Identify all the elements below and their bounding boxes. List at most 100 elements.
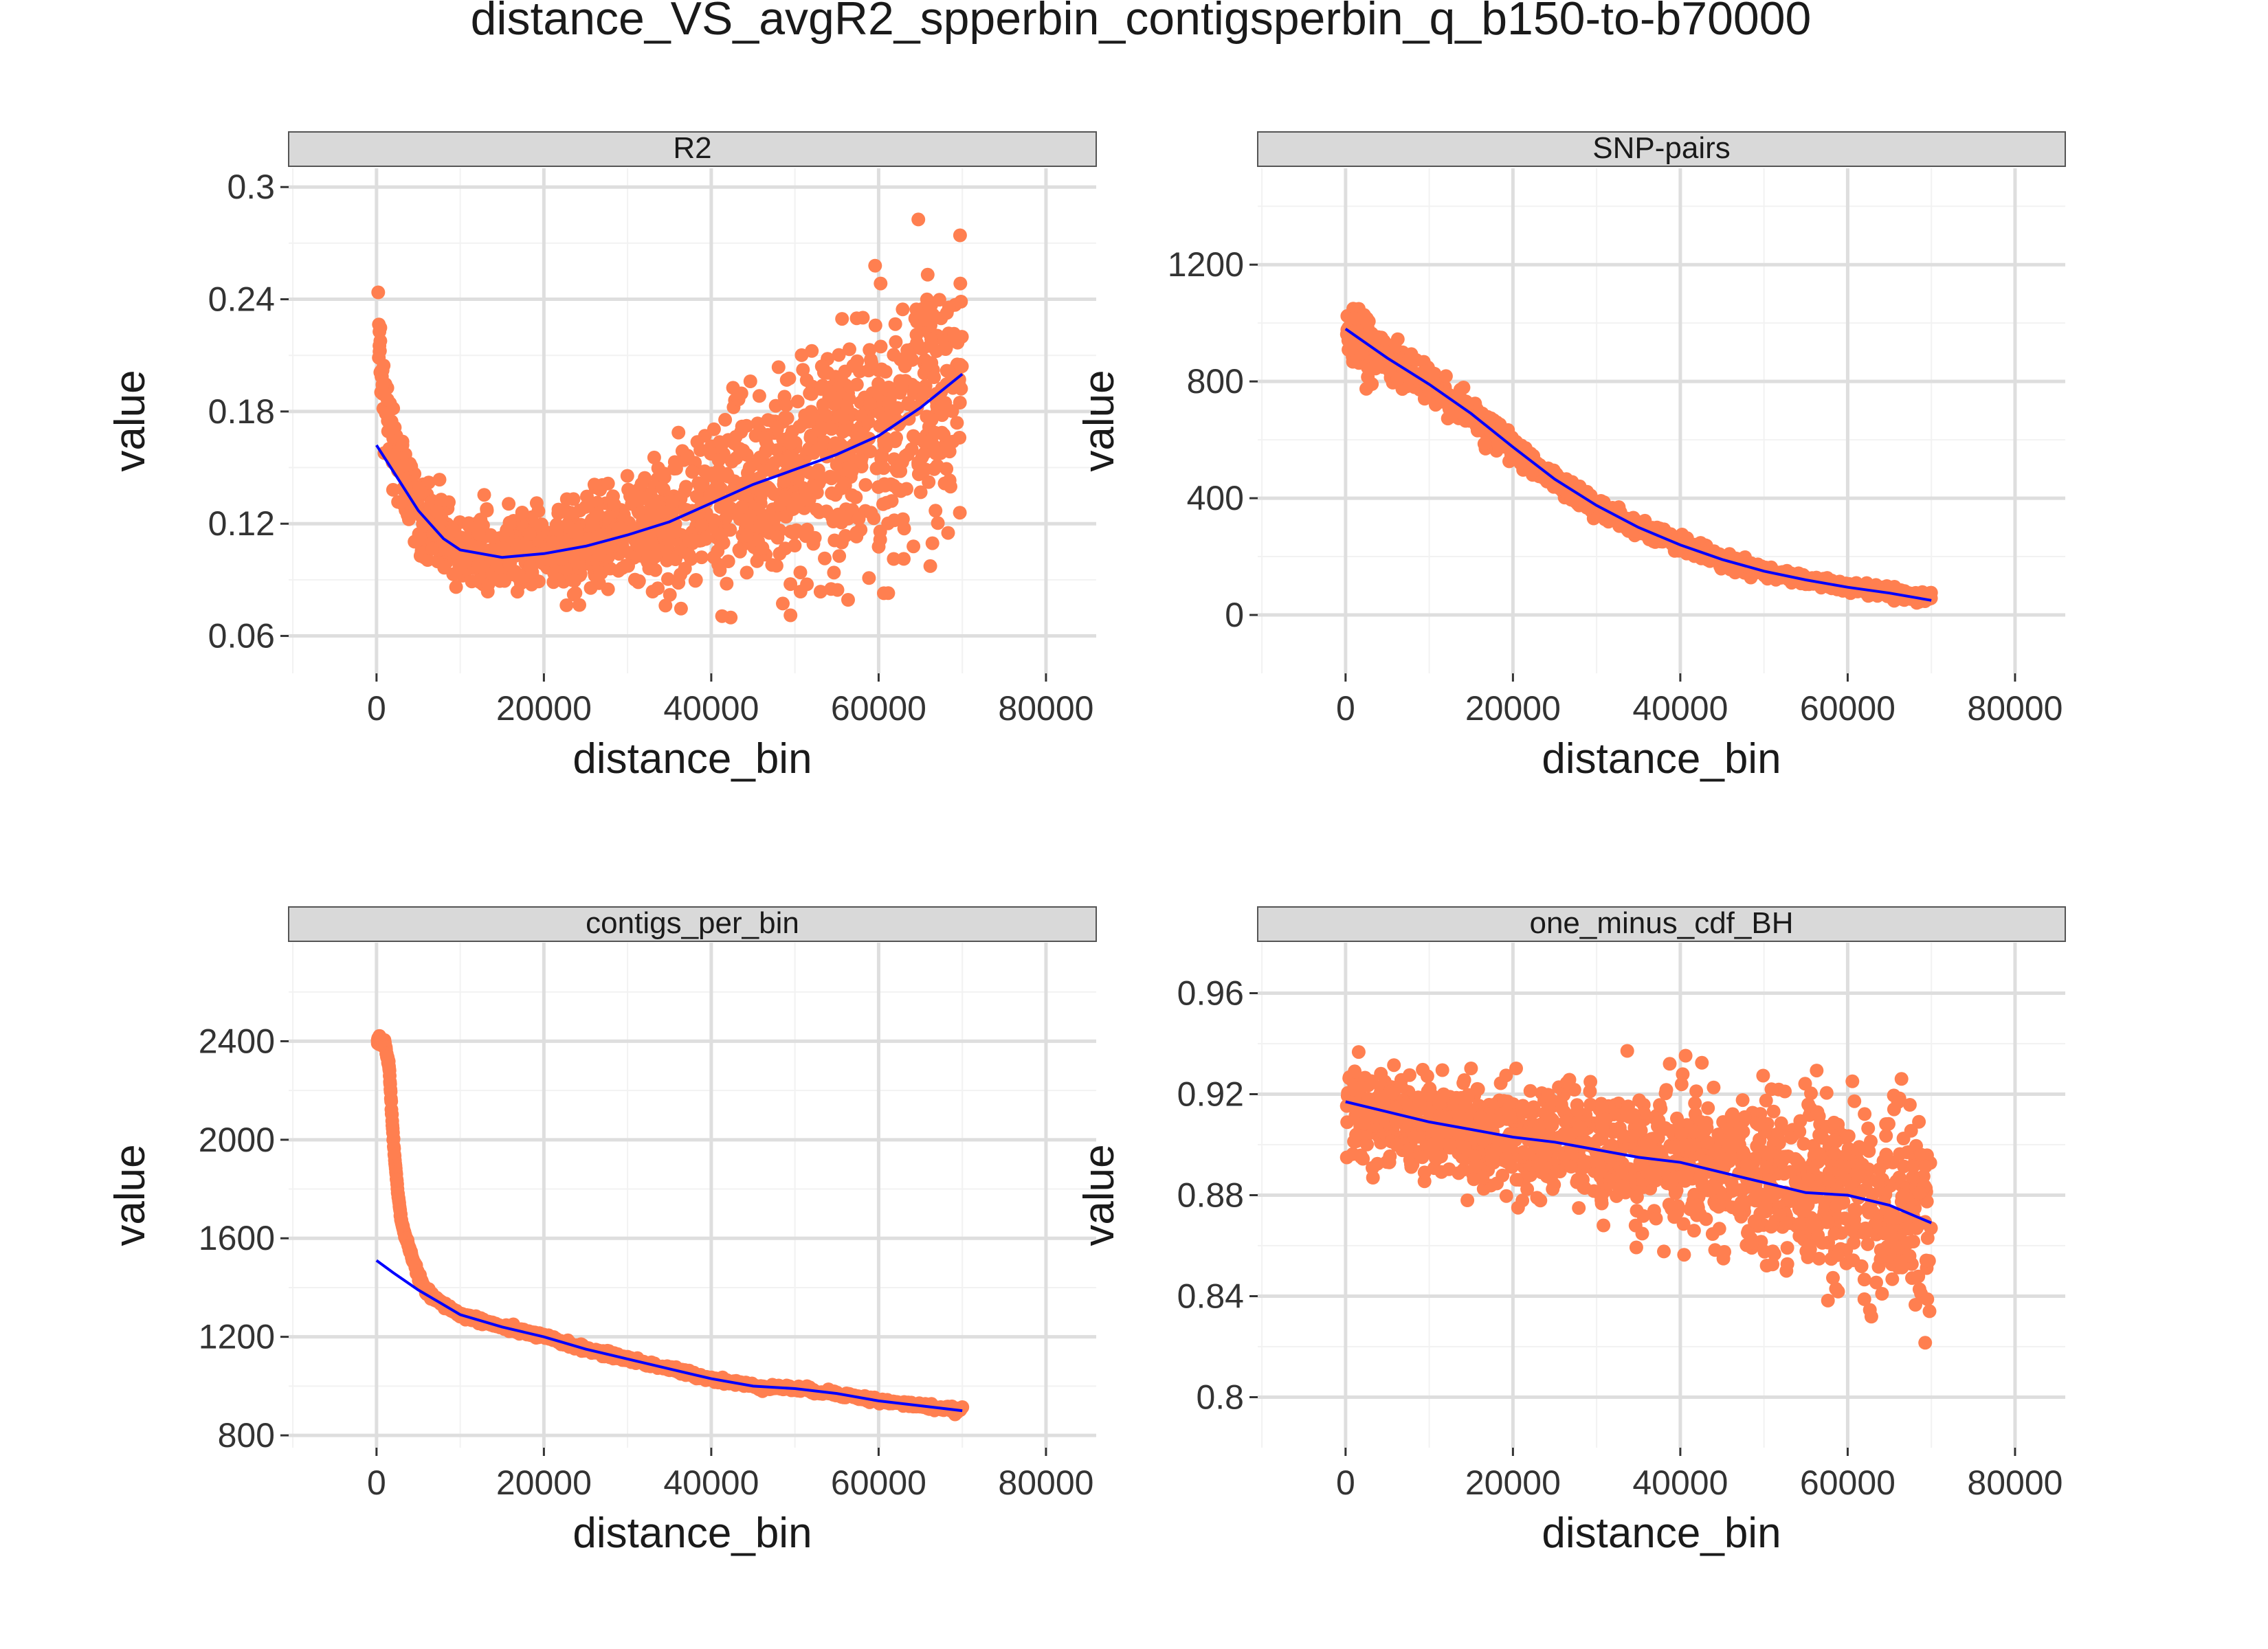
data-point [632,574,646,588]
data-point [1456,1163,1471,1177]
data-point [1370,359,1383,373]
data-point [432,473,447,487]
data-point [1509,1062,1523,1075]
data-point [908,380,922,394]
data-point [891,401,905,415]
data-point [1812,1147,1826,1160]
data-point [669,461,683,475]
data-point [896,512,910,526]
data-point [566,492,581,506]
data-point [570,523,584,537]
data-point [502,497,516,511]
data-point [941,526,955,540]
data-point [910,336,924,350]
data-point [736,443,751,458]
panel-marks [1339,1044,1938,1350]
data-point [583,581,598,595]
facet-label: contigs_per_bin [586,906,799,940]
x-tick-label: 60000 [831,689,926,728]
data-point [888,317,902,331]
panel-background [289,168,1096,673]
data-point [601,476,615,491]
data-point [463,539,478,552]
facet-label: R2 [673,131,711,165]
data-point [1678,1048,1693,1063]
data-point [922,475,936,489]
data-point [715,609,729,623]
data-point [1695,1055,1709,1070]
data-point [771,360,786,374]
data-point [1657,1244,1671,1259]
data-point [510,568,524,583]
data-point [759,443,773,458]
data-point [1530,1191,1544,1205]
y-tick-label: 800 [1187,362,1244,401]
data-point [770,530,785,544]
data-point [832,549,847,563]
x-tick-label: 20000 [496,689,592,728]
data-point [874,362,889,377]
data-point [1879,587,1893,602]
data-point [704,467,719,481]
data-point [1861,1202,1876,1215]
y-tick-label: 0 [1225,596,1244,634]
data-point [1416,1062,1430,1077]
y-tick-label: 0.3 [227,168,275,206]
data-point [523,559,537,574]
data-point [1845,1074,1860,1088]
data-point [1499,1189,1513,1203]
y-tick-label: 1200 [199,1318,275,1356]
data-point [740,528,754,543]
data-point [679,480,693,494]
data-point [750,554,764,568]
data-point [834,481,849,495]
data-point [1701,1101,1715,1115]
data-point [942,445,957,459]
data-point [1766,1104,1781,1119]
data-point [572,598,586,612]
data-point [876,497,890,511]
data-point [568,574,581,588]
data-point [803,431,818,445]
facet-label: one_minus_cdf_BH [1529,906,1793,940]
data-point [804,466,819,480]
data-point [1879,1147,1893,1162]
data-point [559,598,574,612]
data-point [1894,1072,1909,1086]
data-point [1879,1129,1893,1143]
facet-one_minus_cdf_BH: one_minus_cdf_BH0 20000 40000 60000 800000.8… [1076,906,2066,1557]
data-point [1444,410,1458,424]
data-point [1351,1045,1366,1059]
data-point [824,582,838,596]
data-point [1481,417,1496,431]
data-point [1546,475,1561,490]
data-point [663,587,677,602]
data-point [580,489,594,504]
data-point [555,552,569,566]
data-point [585,518,599,532]
data-point [921,357,935,372]
data-point [510,585,524,599]
data-point [1694,1166,1708,1180]
data-point [887,348,901,362]
data-point [924,412,939,427]
data-point [838,512,852,526]
x-axis-title: distance_bin [572,735,812,783]
data-point [1686,1138,1700,1152]
y-tick-label: 0.96 [1177,974,1244,1013]
data-point [871,377,886,391]
data-point [1725,1184,1739,1198]
panel-marks [371,212,969,625]
data-point [713,435,727,449]
data-point [1347,311,1361,326]
data-point [1564,1160,1579,1174]
data-point [827,565,841,580]
data-point [1438,369,1453,383]
data-point [1759,1160,1774,1174]
x-tick-label: 60000 [831,1463,926,1502]
data-point [823,388,837,403]
data-point [1766,1244,1780,1259]
facet-strip [1257,906,2066,942]
data-point [1526,1100,1541,1114]
